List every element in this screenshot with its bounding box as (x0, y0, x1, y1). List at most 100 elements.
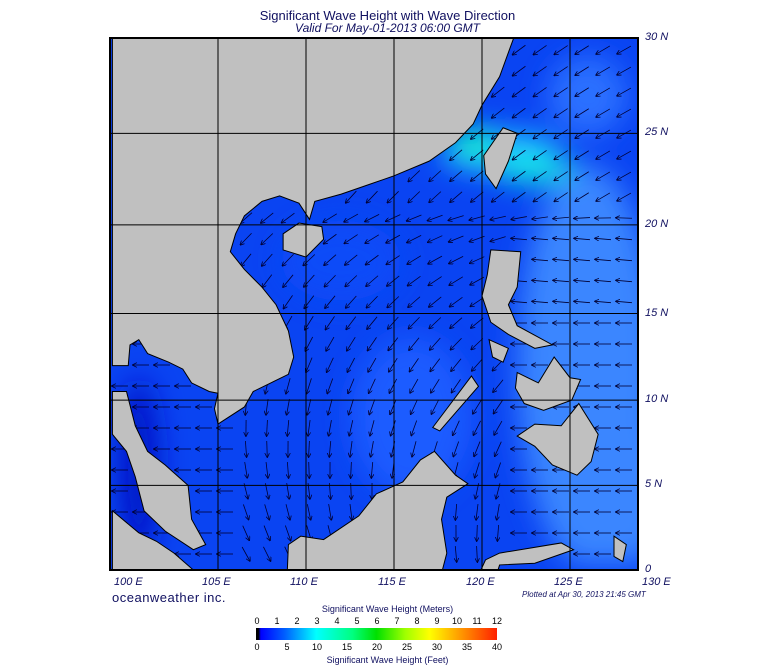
wave-arrow (327, 378, 334, 393)
wave-arrow (430, 358, 441, 372)
wave-arrow (429, 317, 442, 328)
wave-arrow (596, 129, 611, 138)
wave-arrow (348, 378, 355, 394)
wave-arrow (595, 259, 612, 260)
wave-arrow (476, 504, 478, 520)
wave-arrow (451, 379, 461, 392)
wave-arrow (350, 504, 352, 520)
wave-arrow (389, 358, 398, 372)
wave-arrow (474, 441, 481, 457)
wave-arrow (326, 336, 335, 351)
wave-arrow (266, 399, 268, 415)
wave-arrow (411, 399, 418, 415)
wave-arrow (449, 256, 464, 263)
wave-arrow (533, 66, 547, 75)
wave-arrow (386, 234, 401, 243)
wave-arrow (388, 337, 399, 351)
wave-arrow (408, 275, 421, 285)
wave-arrow (390, 399, 397, 415)
wave-arrow (532, 259, 549, 260)
colorbar-tick-ft: 5 (284, 642, 290, 652)
wave-arrow (575, 87, 589, 97)
wave-arrow (369, 378, 376, 394)
wave-arrow (553, 217, 570, 219)
wave-arrow (283, 295, 293, 308)
wave-arrow (448, 215, 464, 221)
wave-arrow (575, 171, 589, 181)
wave-arrow (365, 234, 380, 243)
wave-arrow (513, 107, 526, 118)
wave-arrow (429, 191, 442, 203)
wave-arrow (616, 280, 633, 281)
wave-arrow (450, 296, 463, 306)
wave-arrow (328, 504, 332, 520)
wave-arrow (264, 504, 270, 519)
wave-arrow (245, 462, 248, 478)
wave-arrow (553, 301, 570, 302)
lat-label: 5 N (645, 478, 663, 491)
wave-arrow (261, 233, 274, 244)
colorbar-tick-ft: 25 (401, 642, 413, 652)
wave-arrow (617, 129, 632, 138)
wave-arrow (473, 420, 481, 435)
land-mindanao (516, 402, 599, 476)
wave-arrow (327, 357, 334, 373)
wave-arrow (344, 213, 359, 222)
wave-height-shade (351, 337, 472, 498)
wave-arrow (533, 192, 547, 201)
wave-height-shade (453, 128, 494, 157)
colorbar-tick-m: 4 (334, 616, 340, 626)
wave-arrow (408, 296, 421, 308)
wave-arrow (471, 338, 484, 349)
wave-arrow (511, 216, 527, 220)
wave-arrow (617, 171, 632, 180)
wave-arrow (511, 238, 528, 239)
wave-arrow (245, 440, 246, 457)
wave-arrow (427, 214, 443, 220)
wave-arrow (575, 45, 589, 55)
wave-arrow (366, 275, 379, 287)
wave-arrow (494, 400, 503, 413)
colorbar-tick-m: 8 (414, 616, 420, 626)
wave-arrow (306, 357, 313, 373)
wave-arrow (307, 378, 312, 393)
wave-arrow (532, 217, 548, 219)
wave-arrow (325, 295, 336, 308)
wave-arrow (492, 86, 505, 97)
wave-arrow (513, 86, 526, 97)
wave-arrow (596, 192, 611, 201)
land-sumatra (111, 509, 194, 570)
wave-arrow (473, 399, 482, 414)
wave-arrow (513, 65, 526, 76)
wave-arrow (513, 191, 526, 202)
lon-label: 125 E (554, 576, 583, 588)
wave-arrow (407, 214, 422, 221)
colorbar (256, 628, 497, 640)
wave-arrow (243, 504, 248, 519)
lat-label: 10 N (645, 393, 669, 406)
colorbar-tick-m: 11 (472, 616, 482, 626)
wave-arrow (263, 525, 270, 541)
colorbar-tick-ft: 40 (491, 642, 503, 652)
wave-arrow (366, 295, 378, 307)
wave-arrow (471, 149, 484, 160)
wave-arrow (304, 274, 315, 287)
colorbar-tick-m: 12 (491, 616, 503, 626)
wave-arrow (267, 419, 268, 436)
wave-arrow (532, 280, 549, 281)
wave-arrow (596, 45, 611, 54)
wave-arrow (471, 191, 484, 202)
wave-arrow (409, 337, 420, 350)
wave-arrow (596, 66, 611, 75)
wave-arrow (267, 440, 268, 457)
wave-arrow (532, 301, 549, 302)
colorbar-title-feet: Significant Wave Height (Feet) (326, 655, 449, 665)
wave-arrow (595, 280, 612, 281)
colorbar-tick-m: 6 (374, 616, 380, 626)
wave-arrow (241, 546, 250, 561)
wave-arrow (262, 274, 273, 288)
wave-arrow (497, 504, 500, 520)
land-mindoro (488, 338, 510, 363)
wave-arrow (309, 440, 310, 457)
wave-arrow (471, 317, 484, 328)
